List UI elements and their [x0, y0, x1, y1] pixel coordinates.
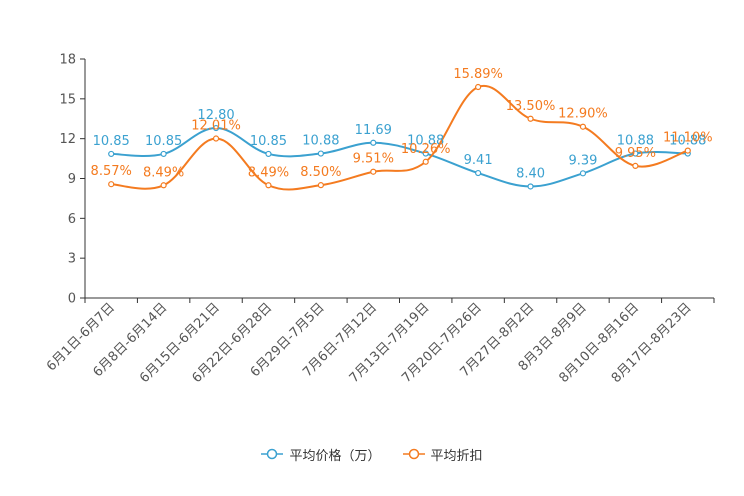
point-avg-price	[212, 124, 220, 132]
point-avg-price	[527, 183, 534, 190]
data-label-avg-discount: 10.26%	[401, 142, 451, 157]
y-tick-label: 6	[68, 212, 76, 227]
data-label-avg-price: 9.39	[568, 153, 597, 168]
data-label-avg-discount: 9.95%	[615, 146, 656, 161]
point-avg-price	[579, 170, 587, 177]
data-label-avg-price: 8.40	[516, 166, 545, 181]
data-label-avg-price: 10.88	[407, 134, 444, 149]
point-avg-discount	[475, 83, 482, 91]
legend: 平均价格（万） 平均折扣	[0, 444, 744, 464]
data-label-avg-price: 10.88	[669, 134, 706, 149]
point-avg-price	[475, 169, 482, 177]
data-label-avg-price: 12.80	[197, 108, 234, 123]
point-avg-discount	[317, 182, 324, 189]
data-label-avg-discount: 9.51%	[353, 152, 394, 167]
point-avg-price	[317, 150, 324, 157]
point-avg-price	[422, 150, 429, 157]
point-avg-discount	[212, 135, 220, 142]
legend-label-avg-price: 平均价格（万）	[289, 448, 381, 464]
data-label-avg-price: 11.69	[355, 123, 392, 138]
data-label-avg-discount: 11.10%	[663, 131, 713, 146]
y-tick-label: 12	[59, 132, 76, 147]
data-label-avg-price: 10.85	[93, 134, 130, 149]
series-line-avg-price	[111, 127, 688, 188]
data-label-avg-price: 9.41	[464, 153, 493, 168]
data-label-avg-discount: 12.01%	[191, 119, 241, 134]
legend-line-marker-icon	[261, 448, 284, 460]
point-avg-price	[108, 150, 115, 158]
y-tick-label: 0	[68, 292, 76, 307]
data-label-avg-price: 10.85	[250, 134, 287, 149]
legend-label-avg-discount: 平均折扣	[430, 448, 483, 464]
point-avg-discount	[632, 162, 639, 169]
y-tick-label: 15	[59, 92, 76, 107]
point-avg-discount	[422, 158, 429, 165]
legend-item-avg-price[interactable]: 平均价格（万）	[261, 445, 381, 464]
data-label-avg-price: 10.88	[617, 134, 654, 149]
legend-item-avg-discount[interactable]: 平均折扣	[402, 445, 483, 464]
data-label-avg-discount: 15.89%	[453, 67, 503, 82]
point-avg-discount	[108, 181, 115, 188]
point-avg-discount	[370, 168, 377, 175]
y-tick-label: 9	[68, 172, 76, 187]
series-line-avg-discount	[111, 84, 689, 191]
data-label-avg-discount: 12.90%	[558, 107, 608, 122]
point-avg-price	[370, 139, 377, 146]
point-avg-discount	[527, 115, 534, 122]
point-avg-discount	[684, 147, 691, 154]
point-avg-price	[265, 150, 272, 158]
y-tick-label: 3	[68, 252, 76, 267]
legend-line-marker-icon	[402, 448, 425, 460]
point-avg-discount	[160, 182, 167, 189]
data-label-avg-discount: 8.49%	[248, 165, 289, 180]
data-label-avg-discount: 13.50%	[506, 99, 556, 114]
point-avg-price	[632, 150, 639, 157]
point-avg-discount	[265, 182, 272, 189]
data-label-avg-price: 10.88	[302, 134, 339, 149]
data-label-avg-discount: 8.57%	[91, 164, 132, 179]
data-label-avg-discount: 8.49%	[143, 165, 184, 180]
data-label-avg-price: 10.85	[145, 134, 182, 149]
y-tick-label: 18	[59, 53, 76, 68]
point-avg-price	[160, 150, 167, 158]
point-avg-discount	[579, 123, 587, 130]
data-label-avg-discount: 8.50%	[300, 165, 341, 180]
